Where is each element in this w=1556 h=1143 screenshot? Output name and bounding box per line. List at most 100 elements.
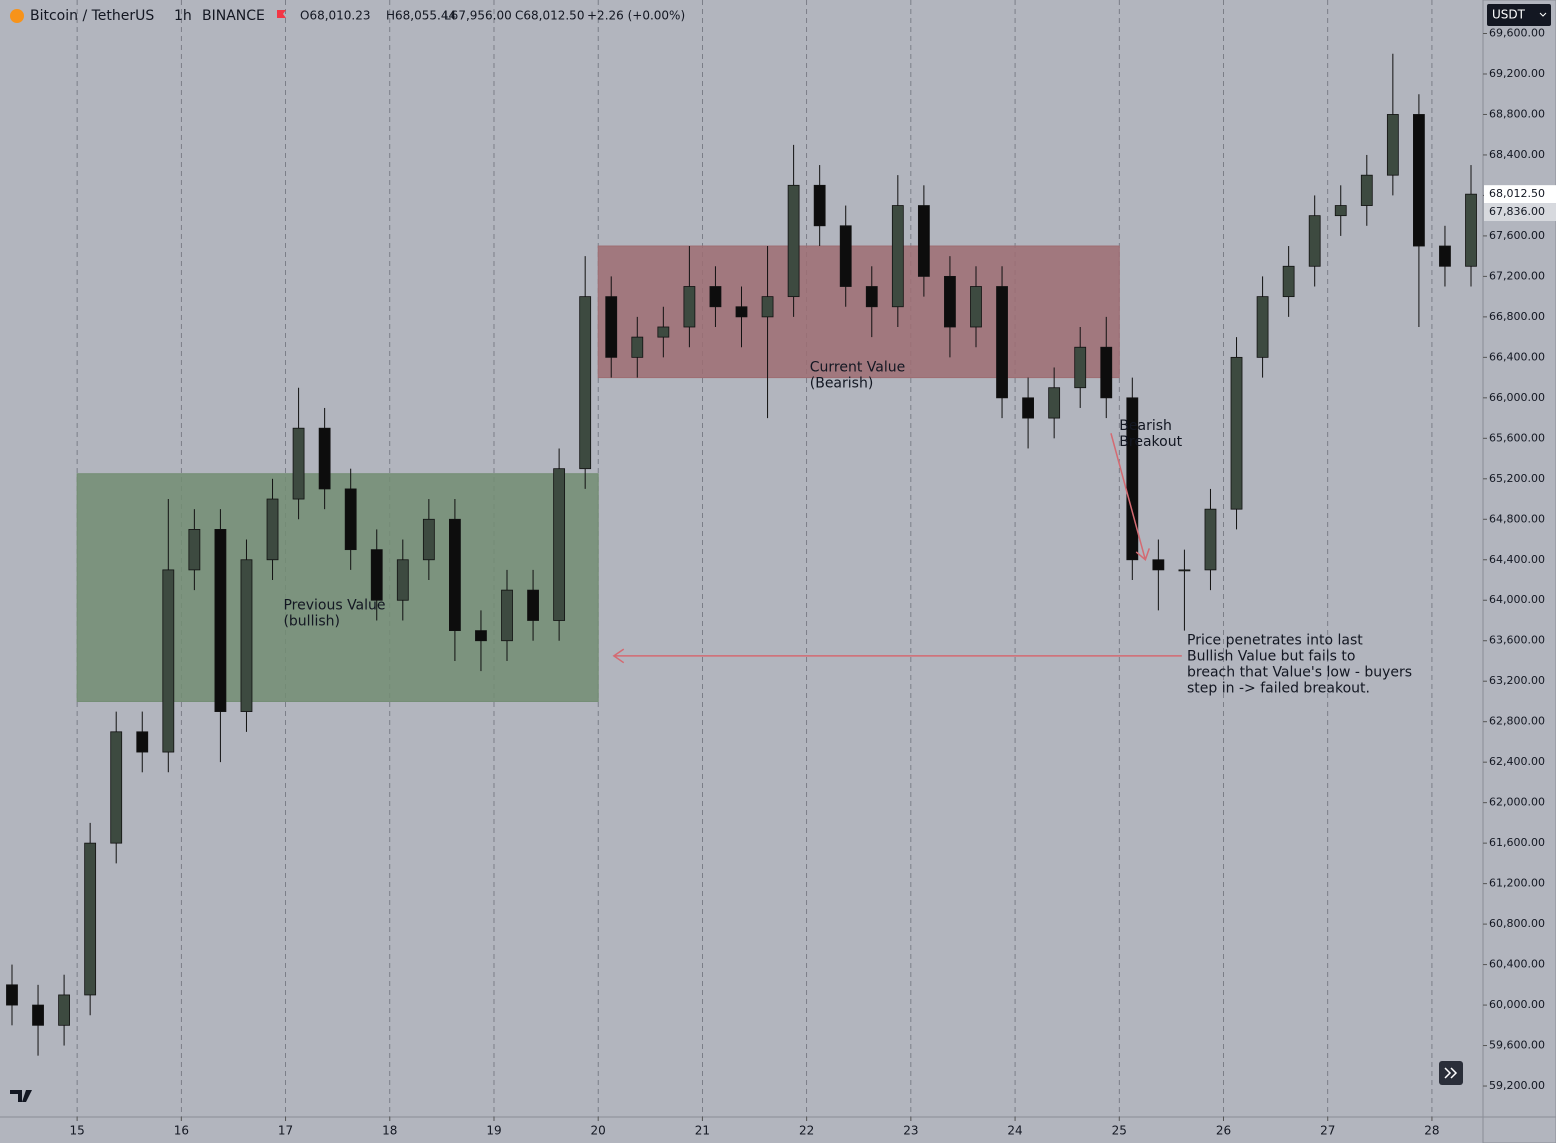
y-tick-label: 60,400.00 bbox=[1489, 958, 1545, 971]
symbol: Bitcoin / TetherUS bbox=[30, 8, 154, 24]
y-tick-label: 63,600.00 bbox=[1489, 634, 1545, 647]
currency-label: USDT bbox=[1492, 8, 1526, 22]
candle-body bbox=[683, 286, 696, 328]
y-tick-label: 62,000.00 bbox=[1489, 796, 1545, 809]
candle-body bbox=[84, 842, 97, 996]
axes: 15 16 17 18 19 20 21 22 23 24 25 26 27 28 59,200.00 59,… bbox=[69, 26, 1556, 1138]
value-zone bbox=[597, 245, 1120, 379]
candle-body bbox=[1048, 387, 1061, 419]
candle-body bbox=[709, 286, 722, 308]
value-zone bbox=[76, 473, 599, 702]
y-tick-label: 64,800.00 bbox=[1489, 512, 1545, 525]
price-axis-panel bbox=[1482, 0, 1556, 1143]
candle-body bbox=[891, 205, 904, 308]
y-tick-label: 61,600.00 bbox=[1489, 836, 1545, 849]
candle-body bbox=[553, 468, 566, 621]
candle-body bbox=[839, 225, 852, 287]
zone-label: (bullish) bbox=[283, 613, 340, 629]
y-tick-label: 66,800.00 bbox=[1489, 310, 1545, 323]
x-tick-label: 27 bbox=[1320, 1124, 1335, 1138]
candle-body bbox=[1100, 346, 1113, 399]
candle-body bbox=[657, 326, 670, 338]
candle-body bbox=[1334, 205, 1347, 217]
y-tick-label: 60,800.00 bbox=[1489, 917, 1545, 930]
price-tag bbox=[1484, 185, 1556, 204]
candle-body bbox=[1074, 346, 1087, 389]
candle-body bbox=[813, 184, 826, 227]
x-tick-label: 25 bbox=[1112, 1124, 1127, 1138]
candle-body bbox=[162, 569, 175, 753]
y-tick-label: 67,600.00 bbox=[1489, 229, 1545, 242]
price-tag-label: 68,012.50 bbox=[1489, 187, 1545, 200]
x-tick-label: 23 bbox=[903, 1124, 918, 1138]
candle-body bbox=[318, 427, 331, 490]
candle-body bbox=[58, 994, 70, 1026]
candle-body bbox=[1386, 114, 1399, 176]
candle-body bbox=[136, 731, 149, 753]
candle-body bbox=[865, 286, 878, 308]
candle-body bbox=[917, 205, 930, 277]
candle-body bbox=[422, 518, 435, 561]
ohlc-open: O68,010.23 bbox=[300, 9, 371, 23]
y-tick-label: 69,600.00 bbox=[1489, 26, 1545, 39]
candle-body bbox=[1439, 245, 1451, 267]
candle-body bbox=[735, 306, 748, 318]
candle-body bbox=[1126, 397, 1139, 561]
zone-label: Previous Value bbox=[283, 597, 385, 613]
candle-body bbox=[449, 518, 461, 632]
candle-body bbox=[761, 296, 774, 318]
candle-body bbox=[1256, 296, 1269, 358]
y-tick-label: 62,800.00 bbox=[1489, 715, 1545, 728]
overlay: Previous Value(bullish) Current Value(Bea… bbox=[283, 359, 1412, 696]
candle-body bbox=[787, 184, 800, 298]
y-tick-label: 59,200.00 bbox=[1489, 1079, 1545, 1092]
tv-logo bbox=[10, 1090, 32, 1102]
candle-body bbox=[501, 589, 513, 642]
ohlc-close: C68,012.50 bbox=[515, 9, 584, 23]
x-tick-label: 20 bbox=[591, 1124, 606, 1138]
interval[interactable]: 1h bbox=[174, 8, 192, 24]
zone-label: Current Value bbox=[810, 359, 905, 375]
y-tick-label: 59,600.00 bbox=[1489, 1039, 1545, 1052]
candle-body bbox=[1152, 559, 1165, 571]
y-tick-label: 64,000.00 bbox=[1489, 593, 1545, 606]
x-tick-label: 16 bbox=[174, 1124, 189, 1138]
y-tick-label: 65,200.00 bbox=[1489, 472, 1545, 485]
flag-icon[interactable] bbox=[277, 10, 286, 18]
y-tick-label: 63,200.00 bbox=[1489, 674, 1545, 687]
candle-body bbox=[292, 427, 305, 500]
annotation-text: step in -> failed breakout. bbox=[1187, 681, 1370, 697]
ohlc-low: L67,956.00 bbox=[444, 9, 512, 23]
x-tick-label: 28 bbox=[1424, 1124, 1439, 1138]
candle-body bbox=[1022, 397, 1034, 419]
currency-dropdown[interactable] bbox=[1487, 4, 1551, 26]
x-tick-label: 17 bbox=[278, 1124, 293, 1138]
candle-body bbox=[6, 984, 18, 1006]
dropdown-caret bbox=[1539, 12, 1547, 17]
annotation-text: Breakout bbox=[1119, 434, 1182, 450]
y-tick-label: 68,800.00 bbox=[1489, 107, 1545, 120]
candle-body bbox=[266, 498, 279, 561]
candle-body bbox=[605, 296, 618, 358]
arrow bbox=[612, 648, 1182, 664]
candles bbox=[6, 53, 1477, 1056]
candle-body bbox=[396, 559, 409, 601]
candle-body bbox=[1360, 174, 1373, 206]
candle-body bbox=[188, 529, 201, 571]
x-tick-label: 24 bbox=[1007, 1124, 1022, 1138]
y-tick-label: 66,000.00 bbox=[1489, 391, 1545, 404]
price-tag bbox=[1484, 203, 1556, 222]
scroll-icon bbox=[1444, 1067, 1458, 1079]
x-tick-label: 22 bbox=[799, 1124, 814, 1138]
candle-body bbox=[1178, 569, 1191, 572]
exchange: BINANCE bbox=[202, 8, 265, 24]
x-tick-label: 18 bbox=[382, 1124, 397, 1138]
x-tick-label: 21 bbox=[695, 1124, 710, 1138]
candle-body bbox=[1308, 215, 1321, 267]
y-tick-label: 60,000.00 bbox=[1489, 998, 1545, 1011]
candle-body bbox=[1282, 265, 1295, 298]
annotation-text: Bullish Value but fails to bbox=[1187, 649, 1355, 665]
annotation-text: breach that Value's low - buyers bbox=[1187, 665, 1412, 681]
